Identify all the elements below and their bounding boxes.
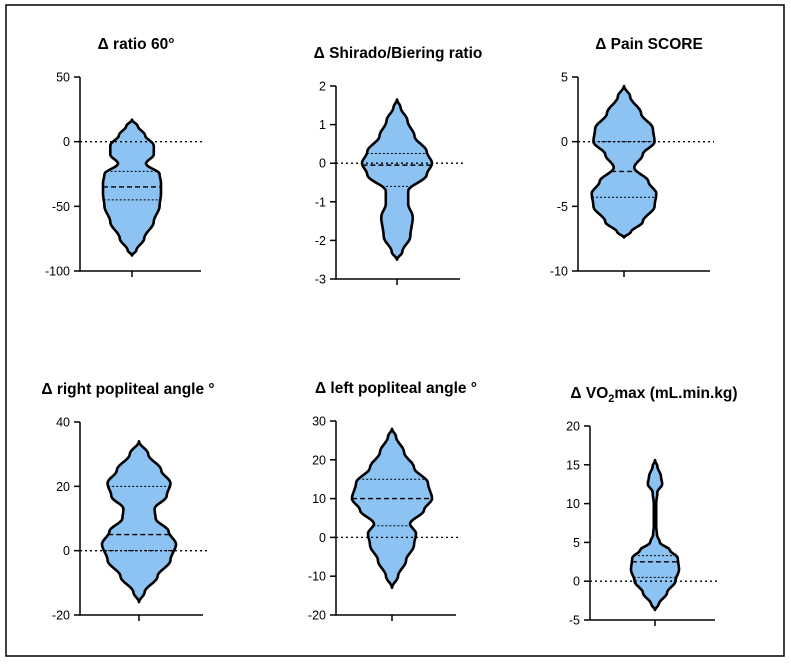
violin-panel-1: 50 0 -50 -100 Δ ratio 60° (45, 36, 205, 279)
chart-title-part: Δ right popliteal angle ° (41, 381, 214, 398)
chart-title-part: Δ Pain SCORE (595, 36, 703, 53)
y-tick-label: -50 (52, 200, 70, 214)
chart-title-part: Δ VO (570, 385, 608, 402)
y-tick-label: 10 (312, 492, 326, 506)
violin-shape (100, 440, 178, 604)
violin-panel-5: 30 20 10 0 -10 -20 Δ left popliteal angle ° (308, 380, 477, 623)
chart-title: Δ left popliteal angle ° (315, 380, 477, 397)
y-tick-label: 0 (319, 531, 326, 545)
violin-shape (350, 427, 434, 590)
violin-panel-4: 40 20 0 -20 Δ right popliteal angle ° (41, 381, 214, 623)
chart-title: Δ VO2max (mL.min.kg) (570, 385, 737, 405)
y-tick-label: -10 (308, 570, 326, 584)
y-tick-label: -20 (52, 609, 70, 623)
y-tick-label: 20 (312, 453, 326, 467)
y-tick-label: 15 (566, 458, 580, 472)
chart-title-part: Δ ratio 60° (98, 36, 175, 53)
y-tick-label: -2 (315, 234, 326, 248)
chart-title: Δ right popliteal angle ° (41, 381, 214, 398)
violin-shape (360, 98, 434, 261)
chart-title-part: max (mL.min.kg) (614, 385, 737, 402)
y-tick-label: 20 (566, 420, 580, 434)
chart-title-subscript: 2 (608, 393, 614, 405)
y-tick-label: 0 (63, 544, 70, 558)
y-tick-label: 0 (573, 575, 580, 589)
violin-shape (629, 458, 681, 612)
y-tick-label: -5 (569, 614, 580, 628)
y-tick-label: -20 (308, 609, 326, 623)
y-tick-label: 30 (312, 415, 326, 429)
y-tick-label: 0 (561, 135, 568, 149)
y-tick-label: 2 (319, 80, 326, 94)
y-tick-label: -3 (315, 273, 326, 287)
y-tick-label: 40 (56, 416, 70, 430)
y-tick-label: 5 (573, 536, 580, 550)
y-tick-label: 50 (56, 71, 70, 85)
y-tick-label: 0 (63, 135, 70, 149)
y-tick-label: 1 (319, 118, 326, 132)
chart-title: Δ Shirado/Biering ratio (314, 45, 483, 62)
chart-title-part: Δ left popliteal angle ° (315, 380, 477, 397)
y-tick-label: -100 (45, 265, 70, 279)
figure-border (5, 4, 785, 657)
y-tick-label: -1 (315, 195, 326, 209)
violin-panel-6: 20 15 10 5 0 -5 Δ VO2max (mL.min.kg) (566, 385, 737, 628)
y-tick-label: -5 (557, 200, 568, 214)
y-tick-label: 0 (319, 157, 326, 171)
violin-shape (590, 84, 658, 239)
chart-title: Δ ratio 60° (98, 36, 175, 53)
y-tick-label: -10 (550, 265, 568, 279)
chart-title: Δ Pain SCORE (595, 36, 703, 53)
y-tick-label: 10 (566, 497, 580, 511)
violin-panel-2: 2 1 0 -1 -2 -3 Δ Shirado/Biering ratio (314, 45, 483, 287)
violin-panel-3: 5 0 -5 -10 Δ Pain SCORE (550, 36, 714, 279)
y-tick-label: 20 (56, 480, 70, 494)
chart-title-part: Δ Shirado/Biering ratio (314, 45, 483, 62)
y-tick-label: 5 (561, 71, 568, 85)
